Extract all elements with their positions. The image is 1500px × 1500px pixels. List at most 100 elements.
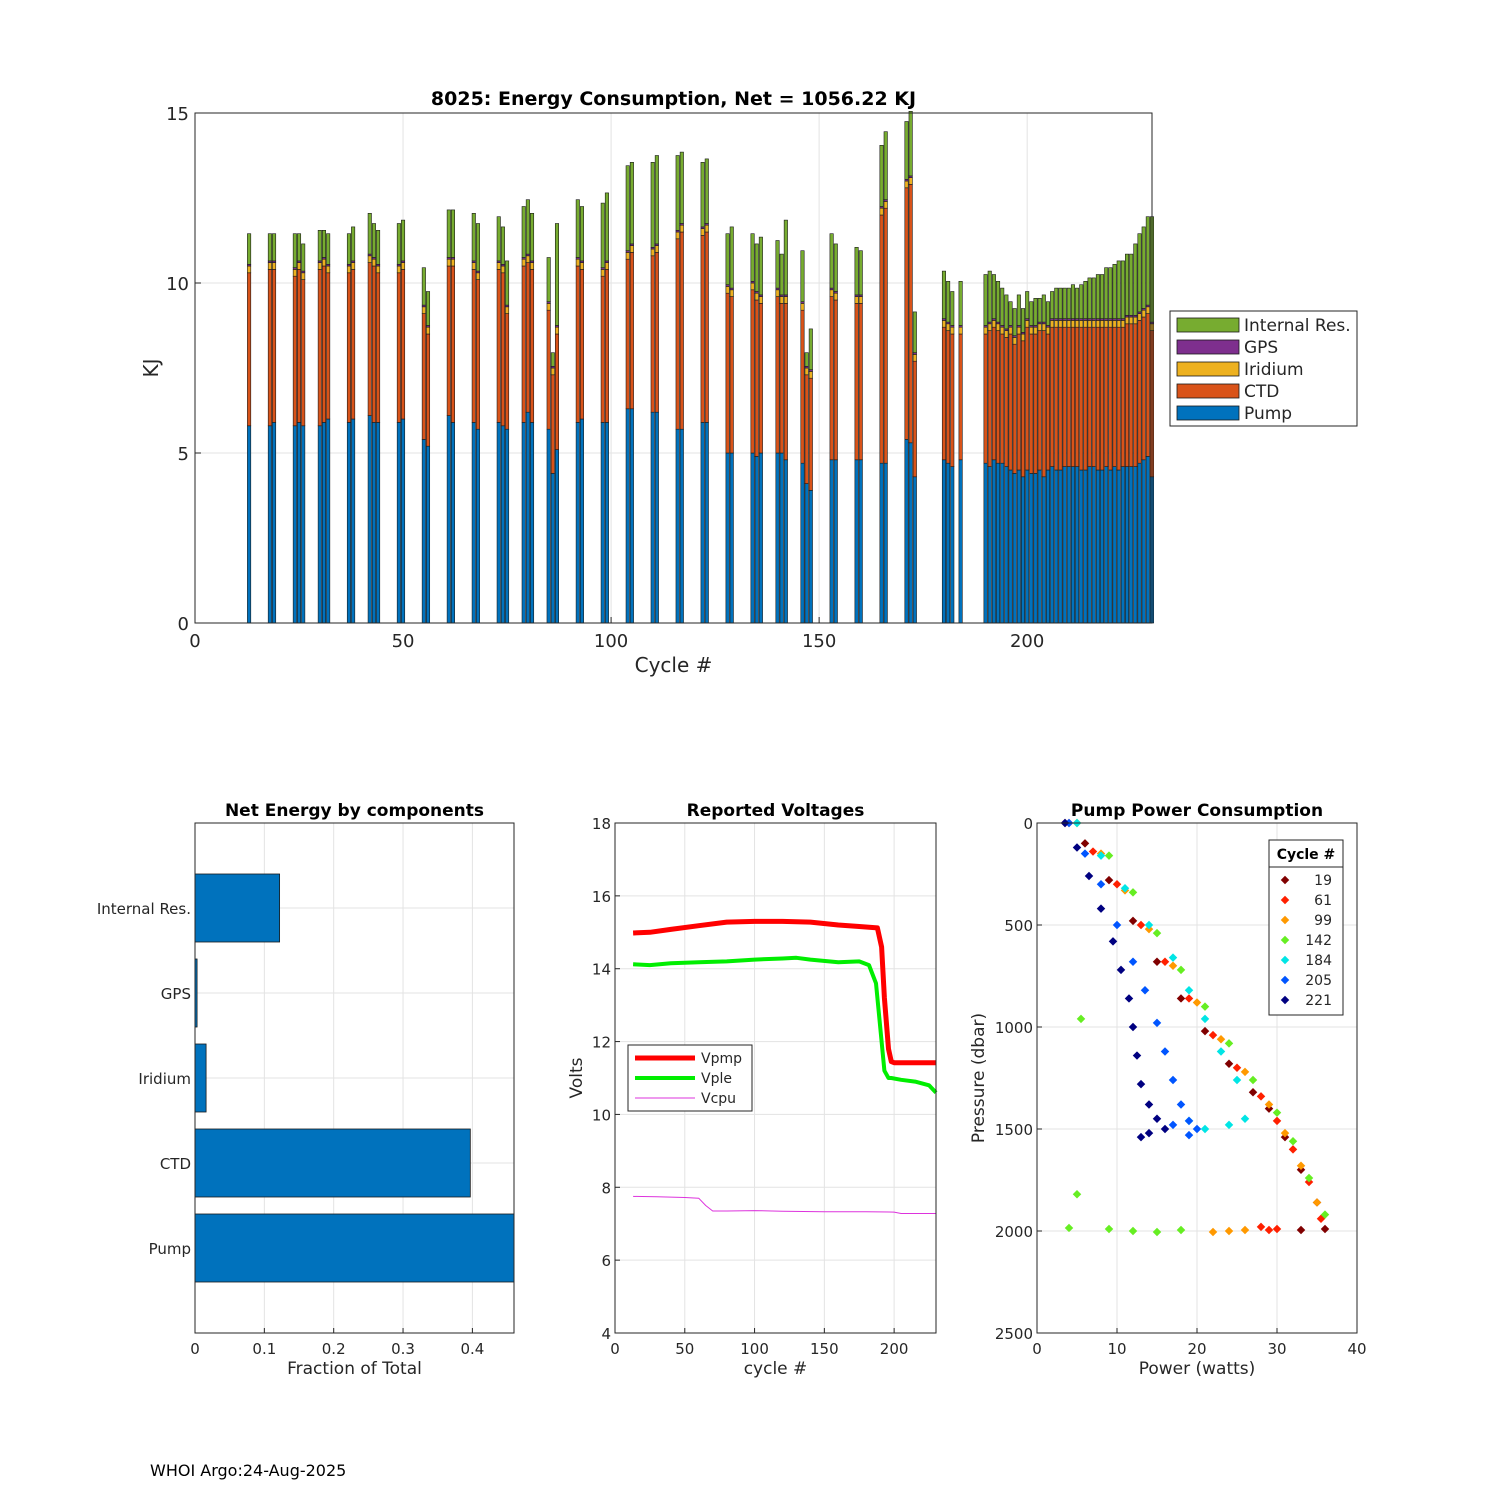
bar-pump (804, 483, 809, 624)
bar-internal-res- (471, 213, 476, 262)
scatter-point-cycle-142 (1248, 1075, 1258, 1085)
bar-pump (554, 449, 560, 624)
bar-internal-res- (1054, 287, 1059, 320)
bar-iridium (912, 354, 917, 362)
bar-pump (1133, 466, 1138, 624)
scatter-point-cycle-19 (1200, 1026, 1210, 1036)
y-tick-label: 1000 (995, 1019, 1033, 1037)
scatter-point-cycle-221 (1136, 1079, 1146, 1089)
bar-pump (1087, 466, 1092, 624)
y-tick-label: GPS (161, 985, 191, 1003)
bar-iridium (575, 258, 580, 267)
bar-iridium (505, 306, 510, 314)
bar-pump (941, 459, 946, 624)
bar-internal-res- (775, 240, 780, 289)
bar-internal-res- (505, 260, 510, 306)
legend-label: 19 (1314, 873, 1332, 889)
bar-internal-res- (808, 328, 813, 370)
scatter-point-cycle-205 (1176, 1100, 1186, 1109)
scatter-point-cycle-99 (1216, 1034, 1226, 1044)
y-axis-label: Volts (567, 1057, 587, 1098)
scatter-point-cycle-19 (1320, 1224, 1330, 1234)
bar-internal-res- (272, 233, 277, 262)
scatter-point-cycle-61 (1272, 1224, 1282, 1234)
bar-ctd (650, 255, 655, 413)
bar-ctd (958, 333, 963, 461)
scatter-point-cycle-205 (1152, 1018, 1162, 1028)
bar-pump (521, 422, 526, 624)
bar-pump (775, 452, 780, 624)
bar-iridium (675, 231, 680, 240)
bar-internal-res- (1033, 297, 1038, 326)
scatter-point-cycle-19 (1176, 994, 1186, 1003)
bar-internal-res- (1045, 301, 1050, 326)
scatter-point-cycle-61 (1136, 920, 1146, 930)
bar-iridium (396, 265, 401, 274)
bar-iridium (908, 177, 913, 185)
y-tick-label: Iridium (138, 1070, 191, 1088)
bar-iridium (883, 201, 888, 209)
bar-ctd (525, 262, 530, 413)
bar-iridium (1016, 326, 1021, 335)
axes-box (614, 822, 937, 1334)
bar-pump (1033, 473, 1038, 624)
scatter-point-cycle-142 (1128, 1226, 1138, 1236)
bar-ctd (1079, 326, 1084, 471)
bar-ctd (946, 330, 951, 464)
bar-internal-res- (829, 233, 834, 289)
legend-label: GPS (1244, 338, 1278, 358)
bar-ctd (267, 269, 272, 427)
bar-ctd (1058, 326, 1063, 471)
bar-pump (1141, 459, 1146, 624)
scatter-point-cycle-99 (1312, 1198, 1322, 1207)
bar-pump (983, 462, 988, 624)
scatter-point-cycle-142 (1176, 965, 1186, 975)
bar-pump (292, 425, 297, 624)
bar-iridium (987, 323, 992, 331)
bar-iridium (629, 245, 634, 253)
bar-iridium (625, 252, 630, 260)
axes-box (194, 112, 1153, 624)
bar-internal-res- (904, 121, 909, 180)
scatter-point-cycle-184 (1200, 1124, 1210, 1134)
bar-pump (1000, 462, 1005, 624)
bar-ctd (1050, 326, 1055, 467)
legend-marker (1280, 975, 1290, 985)
bar-internal-res- (1083, 280, 1088, 319)
bar-pump (1016, 469, 1021, 624)
bar-ctd (247, 272, 252, 427)
voltages-chart: 0 50 100 150 200 4 6 8 10 12 14 16 18 Reported Voltag… (567, 801, 938, 1379)
bar-pump (1116, 469, 1121, 624)
bar-pump (912, 476, 917, 624)
bar-internal-res- (958, 280, 963, 326)
legend-swatch (1176, 383, 1240, 399)
scatter-point-cycle-184 (1200, 1014, 1210, 1024)
bar-internal-res- (750, 233, 755, 282)
y-tick-label: 2500 (995, 1325, 1033, 1343)
bar-internal-res- (783, 219, 788, 296)
pump-power-chart: 0 10 20 30 40 0 500 1000 1500 2000 2500 Pump Power … (969, 801, 1367, 1379)
bar-pump (879, 462, 884, 624)
bar-pump (421, 439, 426, 624)
bar-ctd (1091, 326, 1096, 467)
bar-iridium (754, 292, 759, 301)
bar-internal-res- (1137, 233, 1142, 313)
scatter-point-cycle-221 (1096, 904, 1106, 913)
scatter-point-cycle-221 (1084, 871, 1094, 881)
bar-pump (833, 459, 838, 624)
bar-internal-res- (1120, 260, 1125, 319)
scatter-point-cycle-61 (1272, 1116, 1282, 1126)
bar-ctd (629, 252, 634, 410)
bar-internal-res- (1050, 291, 1055, 320)
bar-ctd (376, 272, 381, 423)
bar-pump (1125, 466, 1130, 624)
bar-ctd (1141, 316, 1146, 461)
bar-iridium (758, 296, 763, 304)
bar-internal-res- (946, 280, 951, 323)
bar-ctd (758, 303, 763, 454)
bar-pump (1066, 466, 1071, 624)
bar-iridium (297, 262, 302, 270)
legend-label: 99 (1314, 913, 1332, 929)
bar-iridium (530, 262, 535, 270)
x-tick-label: 0.3 (391, 1340, 415, 1358)
